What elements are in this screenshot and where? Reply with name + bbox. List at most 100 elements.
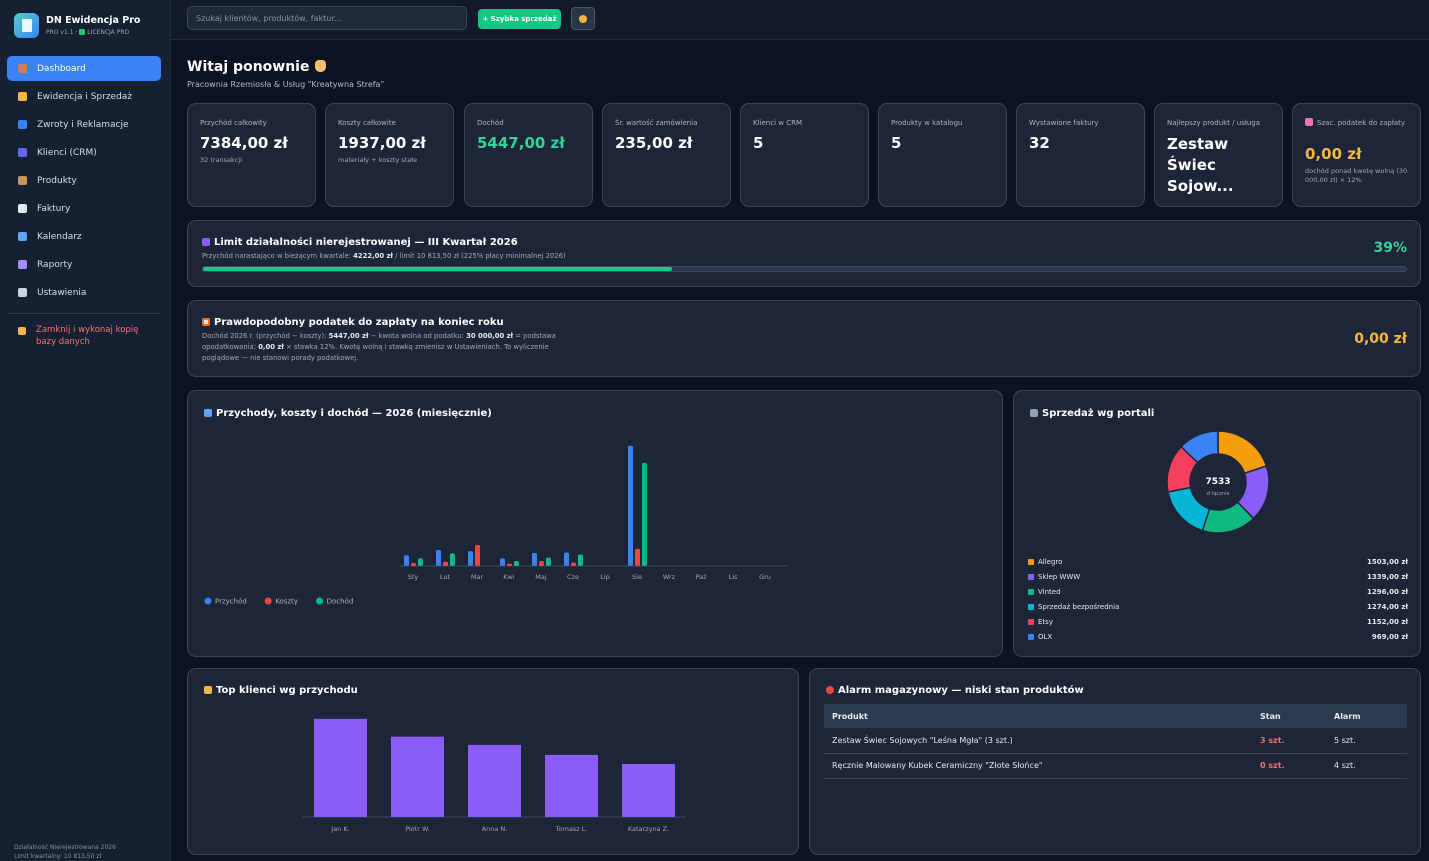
stat-note: dochód ponad kwotę wolną (30 000,00 zł) … (1305, 167, 1408, 184)
sidebar-item-5[interactable]: Faktury (7, 196, 161, 221)
app-logo-icon (14, 13, 39, 38)
list-item: Allegro 1503,00 zł (1028, 556, 1408, 568)
sidebar-item-2[interactable]: Zwroty i Reklamacje (7, 112, 161, 137)
x-tick-label: Wrz (663, 573, 676, 581)
sidebar-item-label: Zwroty i Reklamacje (37, 119, 129, 130)
sidebar-item-3[interactable]: Klienci (CRM) (7, 140, 161, 165)
x-tick-label: Jan K. (330, 825, 349, 833)
portal-name: Sklep WWW (1038, 573, 1081, 581)
bar-chart-icon (18, 260, 27, 269)
limit-sub-amount: 4222,00 zł (353, 252, 393, 260)
topbar: + Szybka sprzedaż (171, 0, 1429, 40)
stat-note: materiały + koszty stałe (338, 156, 418, 164)
search-input[interactable] (187, 6, 467, 30)
stat-label-text: Przychód całkowity (200, 119, 267, 127)
legend-swatch (1028, 634, 1034, 640)
tax-card: Prawdopodobny podatek do zapłaty na koni… (187, 300, 1421, 377)
stat-value: 7384,00 zł (200, 134, 288, 152)
exit-backup-button[interactable]: Zamknij i wykonaj kopię bazy danych (7, 324, 161, 348)
sidebar-item-label: Produkty (37, 175, 77, 186)
portal-name: Allegro (1038, 558, 1063, 566)
list-item: Sprzedaż bezpośrednia 1274,00 zł (1028, 601, 1408, 613)
stat-label: Najlepszy produkt / usługa (1167, 118, 1274, 128)
limit-title: Limit działalności nierejestrowanej — II… (202, 237, 518, 248)
bar-Koszty-Mar (475, 545, 480, 566)
sidebar-item-8[interactable]: Ustawienia (7, 280, 161, 305)
stat-value: 5 (753, 134, 764, 152)
sidebar-item-0[interactable]: Dashboard (7, 56, 161, 81)
limit-card: Limit działalności nierejestrowanej — II… (187, 220, 1421, 287)
legend-swatch (1028, 559, 1034, 565)
stat-value: Zestaw Świec Sojow... (1167, 135, 1234, 195)
x-tick-label: Cze (567, 573, 579, 581)
sidebar-item-1[interactable]: Ewidencja i Sprzedaż (7, 84, 161, 109)
x-tick-label: Mar (471, 573, 484, 581)
bar-Przychód-Mar (468, 551, 473, 566)
table-row[interactable]: Zestaw Świec Sojowych "Leśna Mgła" (3 sz… (824, 728, 1407, 754)
stock-level: 0 szt. (1252, 753, 1326, 779)
page-subtitle: Pracownia Rzemiosła & Usług "Kreatywna S… (187, 80, 385, 89)
sidebar-item-7[interactable]: Raporty (7, 252, 161, 277)
legend-swatch (1028, 589, 1034, 595)
bar-Jan K. (314, 718, 367, 817)
bar-Koszty-Lut (443, 561, 448, 566)
stat-label: Przychód całkowity (200, 118, 307, 128)
stat-label-text: Dochód (477, 119, 504, 127)
portal-name: Etsy (1038, 618, 1053, 626)
app-version: PRO v1.1 · LICENCJA PRO (46, 29, 129, 36)
stat-card-6: Wystawione faktury 32 (1016, 103, 1145, 207)
sidebar-item-label: Dashboard (37, 63, 86, 74)
quick-sale-button[interactable]: + Szybka sprzedaż (478, 9, 561, 29)
limit-progress-fill (203, 267, 673, 271)
receipt-icon (202, 318, 210, 326)
stat-value: 5 (891, 134, 902, 152)
stat-label-text: Klienci w CRM (753, 119, 802, 127)
portal-value: 1274,00 zł (1367, 603, 1408, 611)
col-product: Produkt (824, 704, 1252, 728)
stock-title-text: Alarm magazynowy — niski stan produktów (838, 685, 1084, 696)
stat-label: Śr. wartość zamówienia (615, 118, 722, 128)
stat-card-8: Szac. podatek do zapłaty 0,00 zł dochód po… (1292, 103, 1421, 207)
sidebar-item-label: Raporty (37, 259, 73, 270)
x-tick-label: Sty (408, 573, 419, 581)
tax-line-1: Dochód 2026 r. (przychód − koszty): 5447… (202, 331, 556, 342)
sidebar-item-label: Faktury (37, 203, 71, 214)
limit-percent: 39% (1373, 240, 1407, 256)
sidebar-item-6[interactable]: Kalendarz (7, 224, 161, 249)
stat-card-7: Najlepszy produkt / usługa Zestaw Świec S… (1154, 103, 1283, 207)
red-circle-icon (826, 686, 834, 694)
portal-name: OLX (1038, 633, 1053, 641)
trophy-icon (204, 686, 212, 694)
monthly-chart-card: Przychody, koszty i dochód — 2026 (miesi… (187, 390, 1003, 657)
x-tick-label: Kwi (503, 573, 515, 581)
stock-product: Zestaw Świec Sojowych "Leśna Mgła" (3 sz… (824, 728, 1252, 754)
stock-level: 3 szt. (1252, 728, 1326, 754)
stock-alarm-card: Alarm magazynowy — niski stan produktów … (809, 668, 1421, 855)
theme-toggle-button[interactable] (571, 7, 595, 30)
tax-l1e: = podstawa (515, 332, 556, 340)
tax-l2b: 0,00 zł (258, 343, 284, 351)
table-row[interactable]: Ręcznie Malowany Kubek Ceramiczny "Złote… (824, 753, 1407, 779)
tax-title: Prawdopodobny podatek do zapłaty na koni… (202, 317, 504, 328)
x-tick-label: Katarzyna Z. (628, 825, 669, 833)
stat-label: Wystawione faktury (1029, 118, 1136, 128)
stock-alarm-title: Alarm magazynowy — niski stan produktów (826, 685, 1084, 696)
bar-Katarzyna Z. (622, 764, 675, 817)
portals-card: Sprzedaż wg portali 7533 zł łącznie Alleg… (1013, 390, 1421, 657)
bar-Koszty-Cze (571, 562, 576, 566)
stock-alarm: 5 szt. (1326, 728, 1407, 754)
page-title-text: Witaj ponownie (187, 59, 310, 75)
page-title: Witaj ponownie (187, 59, 327, 75)
stat-card-1: Koszty całkowite 1937,00 zł materiały + ko… (325, 103, 454, 207)
top-clients-chart: Jan K. Piotr W. Anna N. Tomasz L. Katarzyna … (302, 718, 686, 833)
legend-swatch (1028, 604, 1034, 610)
sidebar-item-4[interactable]: Produkty (7, 168, 161, 193)
waving-hand-icon (315, 60, 327, 72)
bar-chart-icon (202, 238, 210, 246)
monthly-chart: Sty Lut Mar Kwi Maj Cze Lip Sie Wrz Paź Lis Gru Przy… (204, 445, 788, 606)
footer-limit: Limit kwartalny: 10 813,50 zł (14, 853, 102, 860)
stat-value: 0,00 zł (1305, 145, 1362, 163)
bar-Dochód-Kwi (514, 561, 519, 566)
bar-Dochód-Lut (450, 553, 455, 566)
stat-card-3: Śr. wartość zamówienia 235,00 zł (602, 103, 731, 207)
